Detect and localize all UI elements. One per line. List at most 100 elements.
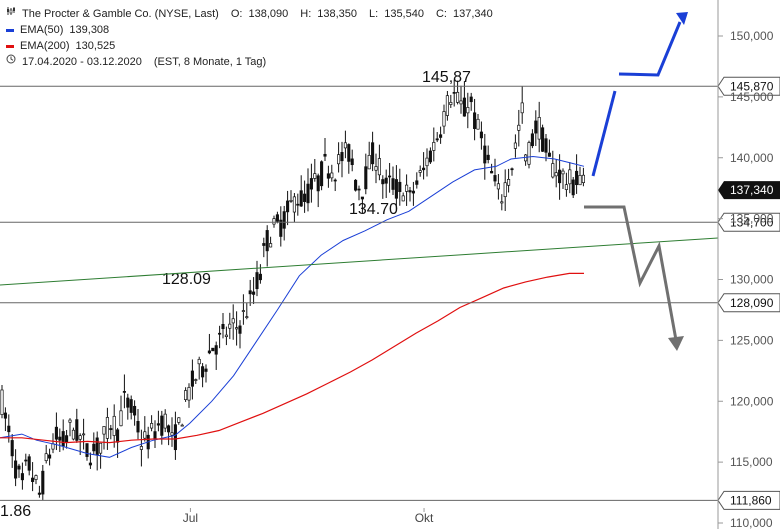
candle	[354, 179, 358, 192]
candle-body	[3, 412, 7, 419]
candle-body	[530, 133, 534, 147]
candle-body	[558, 169, 562, 184]
candle	[82, 418, 86, 450]
candle	[496, 174, 500, 200]
candle-body	[452, 92, 456, 94]
candle	[473, 98, 477, 141]
level-annotation: 145,87	[422, 69, 471, 86]
candle	[10, 434, 14, 468]
candle-body	[415, 180, 419, 185]
candle	[95, 431, 99, 471]
candle	[37, 485, 41, 498]
candle-body	[445, 95, 449, 116]
candle	[401, 192, 405, 202]
candle-body	[357, 188, 361, 191]
level-tag-label: 134,700	[730, 215, 774, 229]
trendline	[0, 237, 719, 286]
candle	[207, 333, 211, 355]
candle-body	[517, 124, 521, 131]
candle-body	[150, 423, 154, 429]
candle	[48, 448, 52, 466]
candle	[139, 429, 143, 467]
legend-ema50-row: EMA(50) 139,308	[6, 22, 493, 38]
ema50-swatch	[6, 28, 14, 32]
candle	[309, 163, 313, 203]
candle-body	[58, 436, 62, 441]
candle	[292, 193, 296, 222]
candle-body	[292, 196, 296, 213]
candle-body	[466, 107, 470, 114]
candle	[456, 80, 460, 105]
candle	[391, 166, 395, 195]
candle	[530, 129, 534, 149]
candle	[248, 279, 252, 306]
candle	[184, 387, 188, 402]
high-label: H:	[300, 8, 312, 20]
candle	[105, 407, 109, 450]
candle-body	[551, 163, 555, 178]
candle-body	[581, 174, 585, 183]
candle-body	[541, 127, 545, 152]
candle	[377, 144, 381, 181]
candle-body	[493, 175, 497, 182]
candle	[432, 127, 436, 162]
candle-body	[391, 178, 395, 190]
level-annotation: 128.09	[162, 271, 211, 288]
candle	[360, 196, 364, 214]
candle	[490, 163, 494, 174]
candle	[92, 432, 96, 455]
candle	[554, 159, 558, 188]
candle	[527, 140, 531, 169]
candle-body	[479, 131, 483, 139]
candle	[214, 341, 218, 370]
candle-body	[428, 150, 432, 163]
candle	[68, 418, 72, 437]
candle	[102, 426, 106, 450]
last-price-tag: 137,340	[718, 181, 780, 200]
candle-body	[282, 211, 286, 229]
candle-body	[330, 172, 334, 179]
candle-body	[197, 358, 201, 365]
candle	[252, 277, 256, 305]
candle-body	[571, 179, 575, 196]
candle-body	[109, 428, 113, 431]
bullish-scenario-line	[591, 90, 617, 177]
candle	[479, 121, 483, 150]
candle-body	[102, 426, 106, 435]
candle-body	[371, 142, 375, 165]
candle	[218, 325, 222, 349]
candle	[357, 185, 361, 201]
candle-body	[228, 323, 232, 329]
candle-body	[7, 425, 11, 433]
candle	[31, 462, 35, 492]
candle	[153, 420, 157, 449]
candle	[0, 385, 4, 419]
candle	[524, 154, 528, 166]
candle-body	[105, 417, 109, 439]
y-tick-label: 145,000	[730, 90, 774, 104]
open-value: 138,090	[248, 8, 289, 20]
candle-body	[469, 96, 473, 103]
clock-icon	[6, 54, 16, 70]
candle-body	[337, 154, 341, 165]
candle-body	[377, 158, 381, 176]
candle	[384, 169, 388, 198]
candle	[561, 168, 565, 190]
candle	[507, 168, 511, 193]
candle	[374, 153, 378, 184]
candle	[411, 181, 415, 206]
candle-body	[456, 91, 460, 103]
candle	[486, 145, 490, 164]
candle	[578, 166, 582, 186]
candle-body	[561, 170, 565, 175]
candle-body	[14, 460, 18, 479]
candle	[133, 400, 137, 426]
candle	[44, 444, 48, 464]
candle	[551, 150, 555, 179]
candle	[476, 114, 480, 130]
candle-body	[177, 417, 181, 423]
candle	[88, 452, 92, 469]
candle-body	[167, 425, 171, 433]
candle	[435, 132, 439, 143]
level-tag-label: 111,860	[730, 493, 772, 507]
